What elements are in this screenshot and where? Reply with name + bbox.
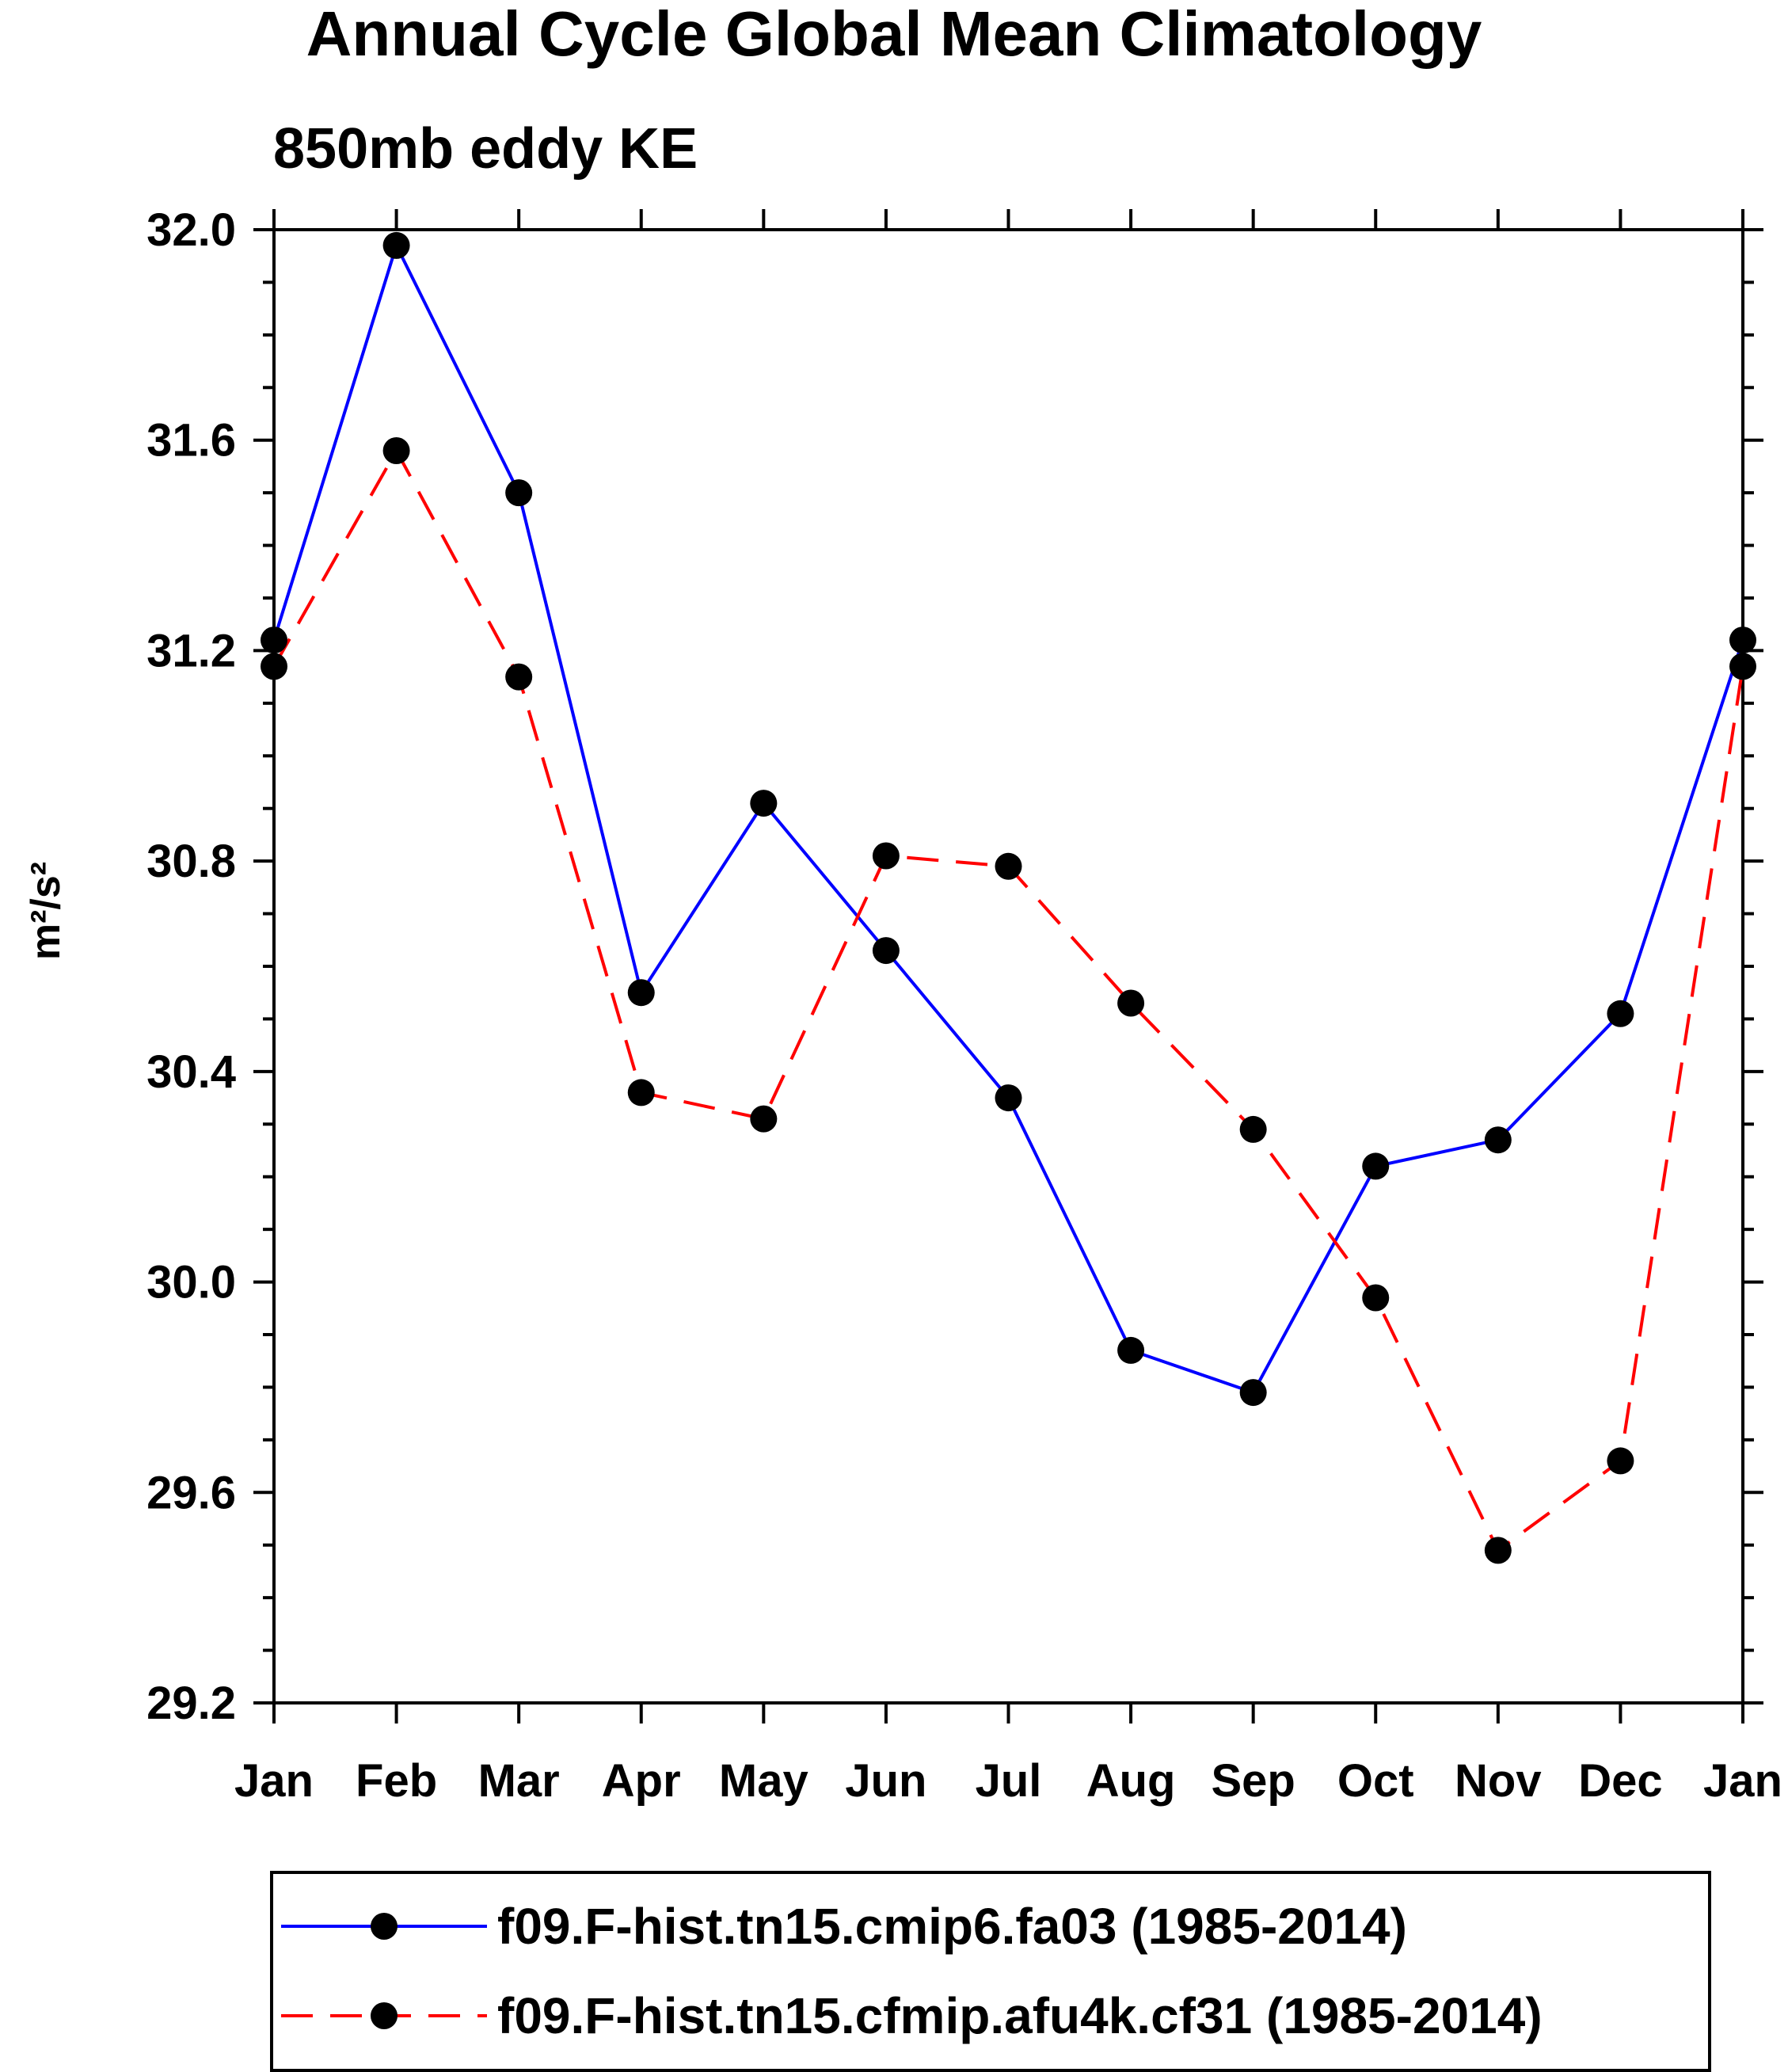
series-1-point [1117,1336,1145,1364]
x-tick-label: Jan [1703,1755,1782,1807]
legend: f09.F-hist.tn15.cmip6.fa03 (1985-2014) f… [270,1871,1711,2072]
legend-box [270,1871,1711,2072]
x-tick-label: Mar [478,1755,560,1807]
series-1-point [1607,1000,1634,1027]
series-line-1 [272,243,1744,1395]
y-tick-label: 32.0 [146,204,236,256]
y-tick-label: 29.6 [146,1467,236,1518]
series-2-point [1607,1447,1634,1475]
y-tick-labels: 32.0 31.6 31.2 30.8 30.4 30.0 29.6 29.2 [146,204,236,1729]
series-1-point [382,231,410,259]
series-2-point [1484,1537,1512,1564]
series-2-point [995,852,1022,880]
series-2-point [750,1105,778,1133]
x-tick-label: Sep [1211,1755,1295,1807]
series-2-point [382,437,410,464]
y-tick-label: 31.6 [146,415,236,467]
legend-marker-series-1 [371,1913,398,1940]
series-2-point [627,1079,655,1106]
y-tick-label: 31.2 [146,625,236,676]
series-1-point [1729,627,1756,654]
plot-frame [272,228,1744,1704]
x-tick-label: Nov [1455,1755,1542,1807]
chart-subtitle: 850mb eddy KE [273,117,698,181]
x-tick-label: Jul [976,1755,1042,1807]
series-2-point [1362,1284,1390,1312]
series-1-point [627,979,655,1007]
axis-ticks [253,209,1763,1723]
x-tick-labels: Jan Feb Mar Apr May Jun Jul Aug Sep Oct Nov Dec Jan [234,1755,1782,1807]
y-tick-label: 29.2 [146,1678,236,1729]
series-2-point [1729,653,1756,680]
series-1-point [1484,1126,1512,1154]
x-tick-label: Jun [845,1755,926,1807]
y-tick-label: 30.8 [146,836,236,887]
series-1-point [261,627,287,654]
series-2-point [1117,989,1145,1017]
series-layer [261,231,1756,1564]
series-1-point [872,937,900,965]
x-tick-label: Jan [234,1755,314,1807]
x-tick-label: Aug [1086,1755,1176,1807]
legend-label-series-1: f09.F-hist.tn15.cmip6.fa03 (1985-2014) [497,1898,1407,1955]
chart-title: Annual Cycle Global Mean Climatology [306,0,1482,69]
series-2-point [505,663,533,691]
x-tick-label: May [719,1755,808,1807]
series-line-2 [272,449,1744,1552]
y-tick-label: 30.4 [146,1046,236,1098]
x-tick-label: Dec [1578,1755,1662,1807]
x-tick-label: Apr [602,1755,681,1807]
series-1-point [750,790,778,817]
series-2-point [1239,1115,1267,1143]
y-axis-label: m²/s² [23,862,69,960]
series-2-point [261,653,287,680]
x-tick-label: Feb [356,1755,437,1807]
series-1-point [505,479,533,507]
legend-label-series-2: f09.F-hist.tn15.cfmip.afu4k.cf31 (1985-2… [497,1987,1543,2044]
y-tick-label: 30.0 [146,1257,236,1308]
series-1-point [1239,1379,1267,1407]
x-tick-label: Oct [1337,1755,1414,1807]
series-2-point [872,842,900,870]
series-1-point [995,1084,1022,1112]
series-1-point [1362,1152,1390,1180]
legend-marker-series-2 [371,2002,398,2029]
